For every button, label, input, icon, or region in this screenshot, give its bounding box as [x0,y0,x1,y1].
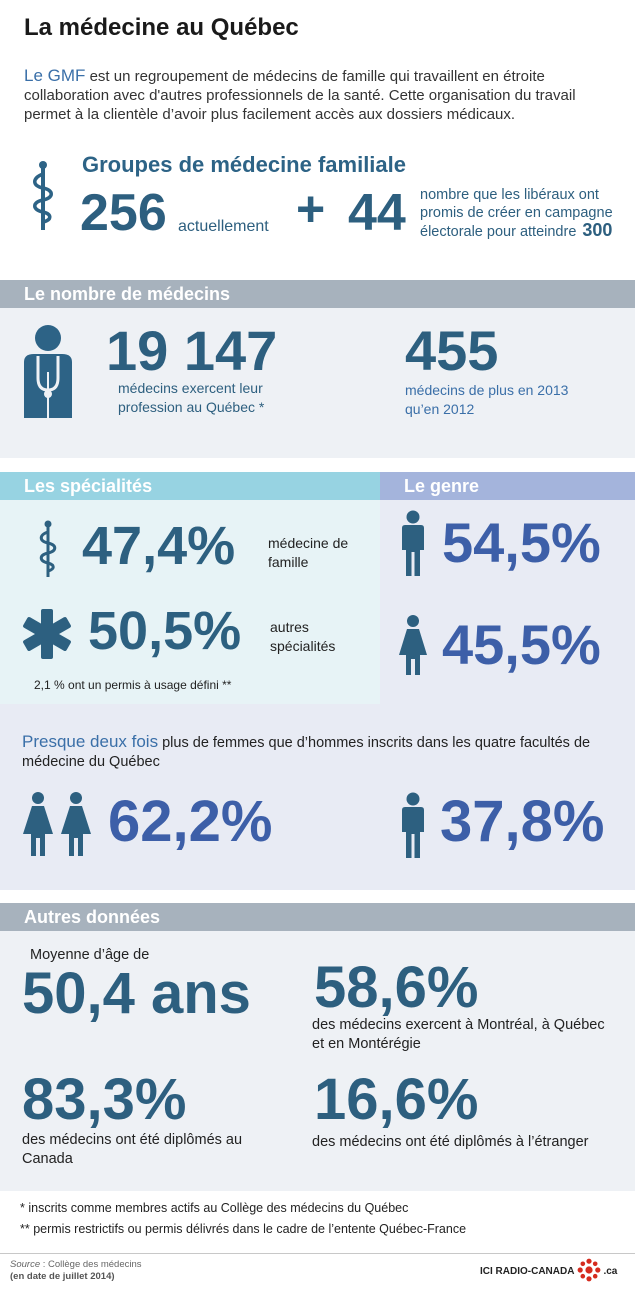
etranger-value: 16,6% [314,1067,479,1132]
specialites-autres-label: autres spécialités [270,619,336,654]
medecins-increase-value: 455 [405,319,499,382]
facultes-highlight: Presque deux fois [22,732,159,751]
two-women-icon [22,792,94,863]
doctor-icon [18,322,78,427]
section-header-specialites: Les spécialités [0,472,380,500]
caduceus-icon [30,160,56,237]
intro-paragraph: Le GMF est un regroupement de médecins d… [24,66,614,124]
intro-text: est un regroupement de médecins de famil… [24,68,576,123]
genre-hommes-value: 54,5% [442,511,601,574]
panel-facultes [0,704,635,890]
page-title: La médecine au Québec [24,14,299,41]
age-label: Moyenne d’âge de [30,947,150,963]
source-date: (en date de juillet 2014) [10,1271,115,1282]
brand-left: ICI RADIO-CANADA [480,1266,575,1277]
panel-medecins [0,308,635,458]
specialites-famille-value: 47,4% [82,516,236,576]
brand-logo[interactable]: ICI RADIO-CANADA .ca [480,1258,617,1285]
woman-icon [398,615,428,682]
brand-right: .ca [603,1266,618,1277]
section-header-autres: Autres données [0,903,635,931]
source-divider [0,1253,635,1254]
radio-canada-gem-icon [577,1258,601,1285]
gmf-title: Groupes de médecine familiale [82,152,407,177]
man-icon [398,510,428,583]
specialites-autres-value: 50,5% [88,601,242,661]
gmf-promised-text: nombre que les libéraux ont promis de cr… [420,187,613,240]
asterisk-icon [20,607,74,666]
canada-text: des médecins ont été diplômés au Canada [22,1132,243,1167]
gmf-current-label: actuellement [178,218,269,235]
source-text: : Collège des médecins [40,1259,142,1270]
age-value: 50,4 ans [22,961,251,1026]
gmf-current-value: 256 [80,184,167,242]
facultes-femmes-value: 62,2% [108,789,273,854]
gmf-promised-value: 44 [348,184,406,242]
footnote-2: ** permis restrictifs ou permis délivrés… [20,1222,467,1236]
medecins-increase-text: médecins de plus en 2013 qu’en 2012 [405,382,569,417]
villes-value: 58,6% [314,955,479,1020]
gmf-promised-text-block: nombre que les libéraux ont promis de cr… [420,187,630,242]
specialites-famille-label: médecine de famille [268,535,349,570]
caduceus-small-icon [38,520,58,583]
facultes-hommes-value: 37,8% [440,789,605,854]
section-header-medecins: Le nombre de médecins [0,280,635,308]
intro-highlight: Le GMF [24,66,86,85]
villes-text: des médecins exercent à Montréal, à Québ… [312,1017,605,1052]
medecins-total-value: 19 147 [106,319,278,382]
man-icon-facultes [398,792,428,865]
plus-sign: + [296,181,326,237]
gmf-target-value: 300 [582,220,613,240]
panel-specialites [0,500,380,704]
facultes-lead: Presque deux fois plus de femmes que d’h… [22,732,617,772]
medecins-total-text: médecins exercent leur profession au Qué… [118,380,265,415]
footnote-1: * inscrits comme membres actifs au Collè… [20,1201,409,1215]
source-label: Source [10,1259,41,1270]
panel-autres [0,931,635,1191]
genre-femmes-value: 45,5% [442,613,601,676]
section-header-genre: Le genre [380,472,635,500]
canada-value: 83,3% [22,1067,187,1132]
facultes-text: plus de femmes que d’hommes inscrits dan… [22,735,591,770]
source-block: Source : Collège des médecins (en date d… [10,1259,142,1283]
etranger-text: des médecins ont été diplômés à l’étrang… [312,1134,589,1150]
specialites-note: 2,1 % ont un permis à usage défini ** [34,678,232,692]
